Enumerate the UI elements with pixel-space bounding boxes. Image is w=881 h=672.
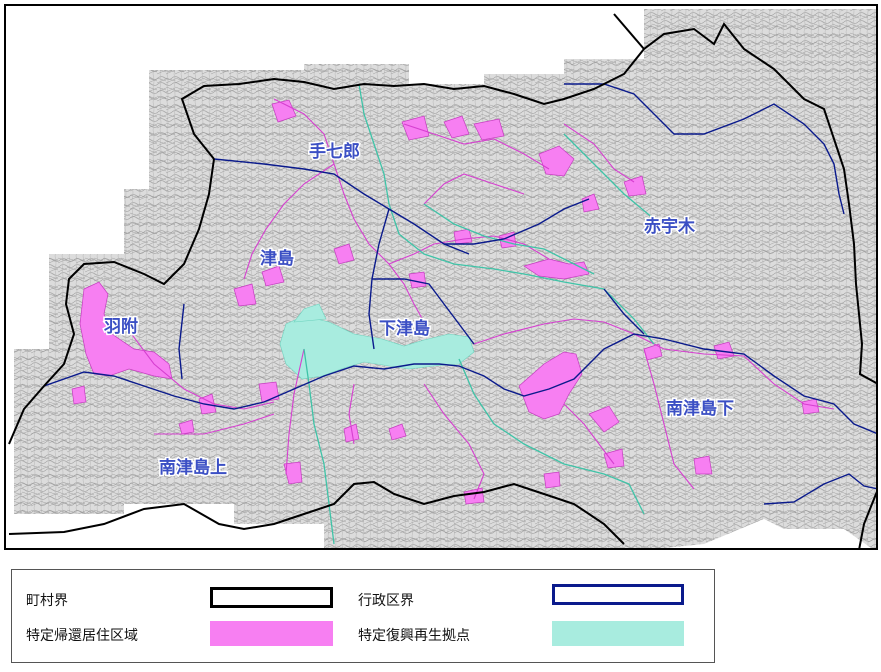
roads-magenta [123,98,835,500]
label-akougi: 赤宇木 [644,216,696,237]
legend-label-municipal-boundary: 町村界 [26,593,68,609]
legend-swatch-municipal-boundary [210,587,333,608]
map-canvas[interactable]: 手七郎 赤宇木 津島 羽附 下津島 南津島下 南津島上 [4,4,878,550]
label-minamitsushima-shimo: 南津島下 [666,398,734,419]
label-hatsuki: 羽附 [104,316,138,337]
legend-swatch-return-residential [210,621,333,646]
roads-cyan [303,83,655,545]
label-tsushima: 津島 [260,248,294,269]
legend-label-admin-boundary: 行政区界 [358,593,414,609]
legend-label-return-residential: 特定帰還居住区域 [26,628,138,644]
admin-district-boundary [43,83,878,505]
legend-swatch-reconstruction-base [552,621,684,646]
legend-swatch-admin-boundary [552,584,684,605]
return-residential-area [71,99,820,505]
legend: 町村界 行政区界 特定帰還居住区域 特定復興再生拠点 [11,569,715,663]
municipal-boundary [8,13,878,550]
label-shimotsushima: 下津島 [379,318,430,339]
legend-label-reconstruction-base: 特定復興再生拠点 [358,628,470,644]
map-panel[interactable]: 手七郎 赤宇木 津島 羽附 下津島 南津島下 南津島上 [4,4,878,550]
reconstruction-base-area [279,303,475,380]
label-minamitsushima-kami: 南津島上 [159,457,227,478]
map-border [4,4,878,550]
label-teshichiro: 手七郎 [309,141,360,162]
